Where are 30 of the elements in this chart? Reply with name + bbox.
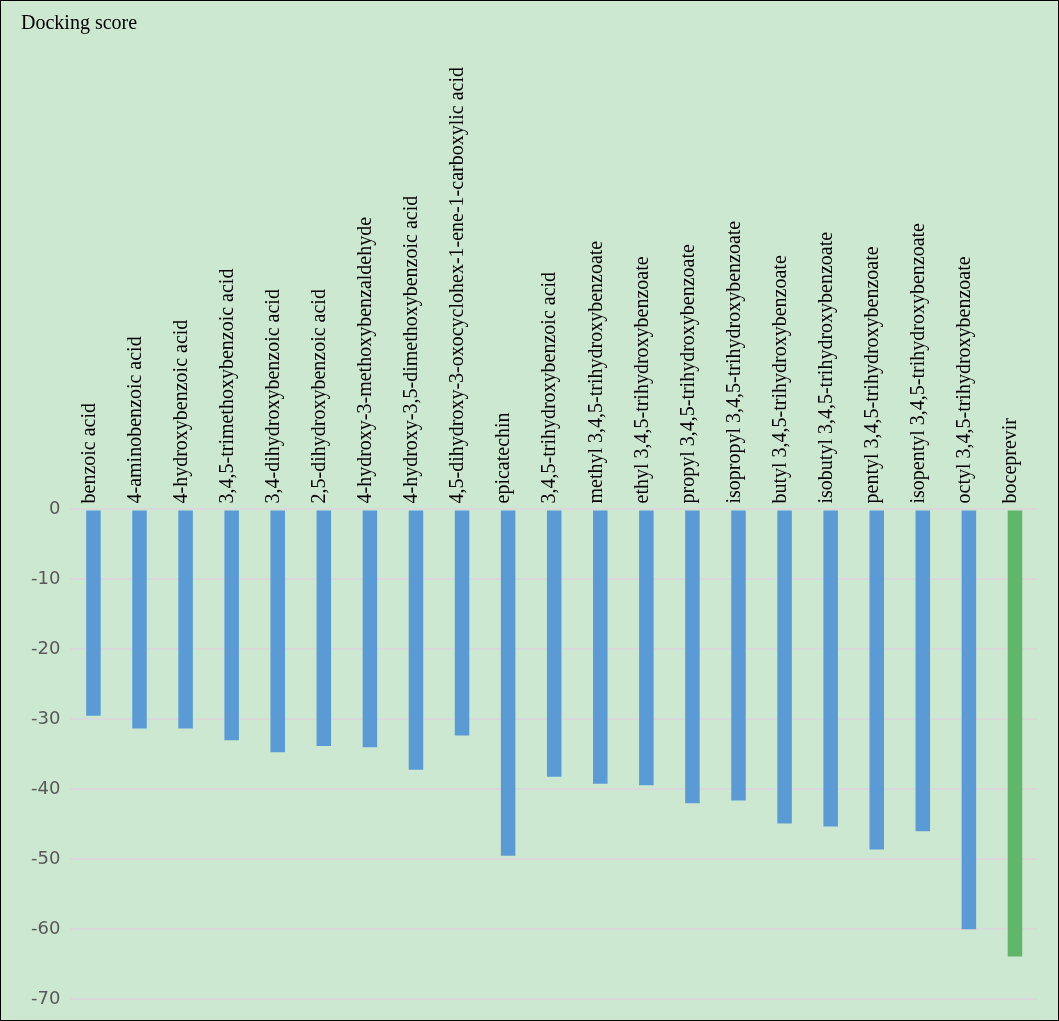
chart-title: Docking score <box>21 11 138 34</box>
y-tick-label: -40 <box>30 777 61 798</box>
x-tick-label: pentyl 3,4,5-trihydroxybenzoate <box>859 246 883 504</box>
y-tick-label: 0 <box>48 497 61 519</box>
x-tick-label: 3,4,5-trihydroxybenzoic acid <box>537 271 561 504</box>
x-tick-label: isobutyl 3,4,5-trihydroxybenzoate <box>813 231 837 504</box>
y-tick-label: -50 <box>30 846 61 868</box>
y-tick-label: -30 <box>30 707 61 729</box>
y-tick-label: -20 <box>30 637 61 659</box>
x-tick-label: epicatechin <box>491 412 515 504</box>
x-tick-label: 4-hydroxy-3-methoxybenzaldehyde <box>353 216 377 504</box>
x-tick-label: propyl 3,4,5-trihydroxybenzoate <box>675 244 699 504</box>
x-tick-label: 4-hydroxy-3,5-dimethoxybenzoic acid <box>399 195 423 504</box>
x-tick-label: isopentyl 3,4,5-trihydroxybenzoate <box>906 222 930 504</box>
x-tick-label: 4,5-dihydroxy-3-oxocyclohex-1-ene-1-carboxylic acid <box>445 66 469 504</box>
x-tick-label: 2,5-dihydroxybenzoic acid <box>307 289 331 504</box>
x-tick-label: ethyl 3,4,5-trihydroxybenzoate <box>629 256 653 504</box>
x-tick-label: 3,4-dihydroxybenzoic acid <box>260 289 284 504</box>
x-tick-label: 3,4,5-trimethoxybenzoic acid <box>214 268 238 504</box>
y-tick-label: -70 <box>30 986 61 1008</box>
x-tick-label: isopropyl 3,4,5-trihydroxybenzoate <box>721 220 745 504</box>
x-tick-label: 4-aminobenzoic acid <box>122 336 145 504</box>
y-tick-label: -10 <box>30 567 61 589</box>
x-tick-label: benzoic acid <box>76 402 99 504</box>
x-tick-label: 4-hydroxybenzoic acid <box>168 319 192 504</box>
x-tick-label: boceprevir <box>998 417 1022 504</box>
x-tick-label: methyl 3,4,5-trihydroxybenzoate <box>583 240 607 504</box>
x-tick-label: octyl 3,4,5-trihydroxybenzoate <box>952 256 976 504</box>
y-tick-label: -60 <box>30 916 61 938</box>
x-tick-label: butyl 3,4,5-trihydroxybenzoate <box>767 255 791 504</box>
